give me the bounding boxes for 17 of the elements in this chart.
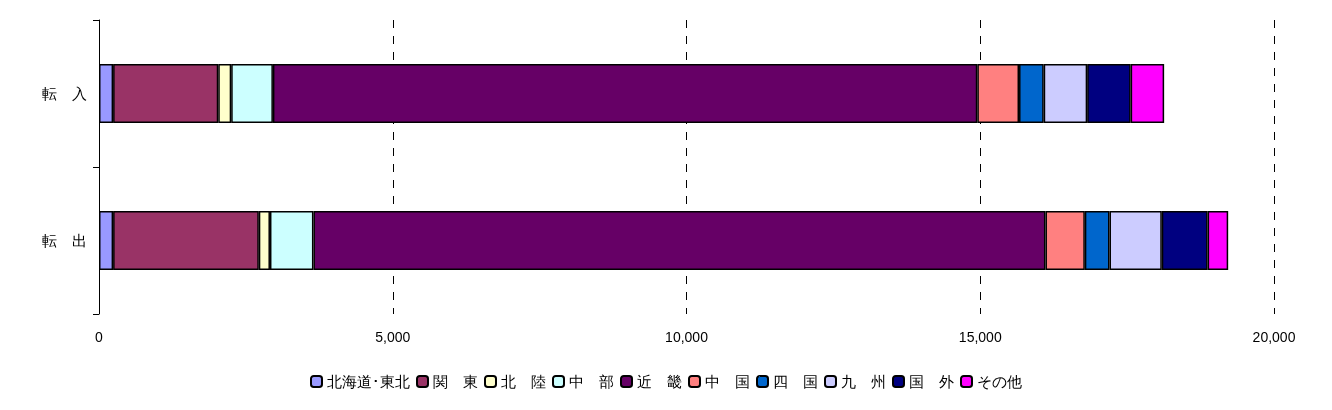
legend-label: 北 陸 — [501, 373, 546, 390]
legend-label: 中 国 — [705, 373, 750, 390]
legend-label: 関 東 — [433, 373, 478, 390]
x-tick-label: 20,000 — [1252, 329, 1296, 345]
x-tick-label: 15,000 — [958, 329, 1002, 345]
legend-label: 近 畿 — [637, 373, 682, 390]
legend-label: 北海道･東北 — [327, 373, 410, 390]
x-tick-label: 5,000 — [375, 329, 411, 345]
x-tick-label: 0 — [95, 329, 104, 345]
legend-label: 中 部 — [569, 373, 614, 390]
legend-label: その他 — [977, 373, 1022, 390]
legend-label: 九 州 — [841, 373, 886, 390]
x-tick-label: 10,000 — [665, 329, 709, 345]
y-tick-label: 転 入 — [42, 85, 87, 102]
y-tick-label: 転 出 — [42, 232, 87, 249]
legend-label: 国 外 — [909, 373, 954, 390]
legend-label: 四 国 — [773, 373, 818, 390]
